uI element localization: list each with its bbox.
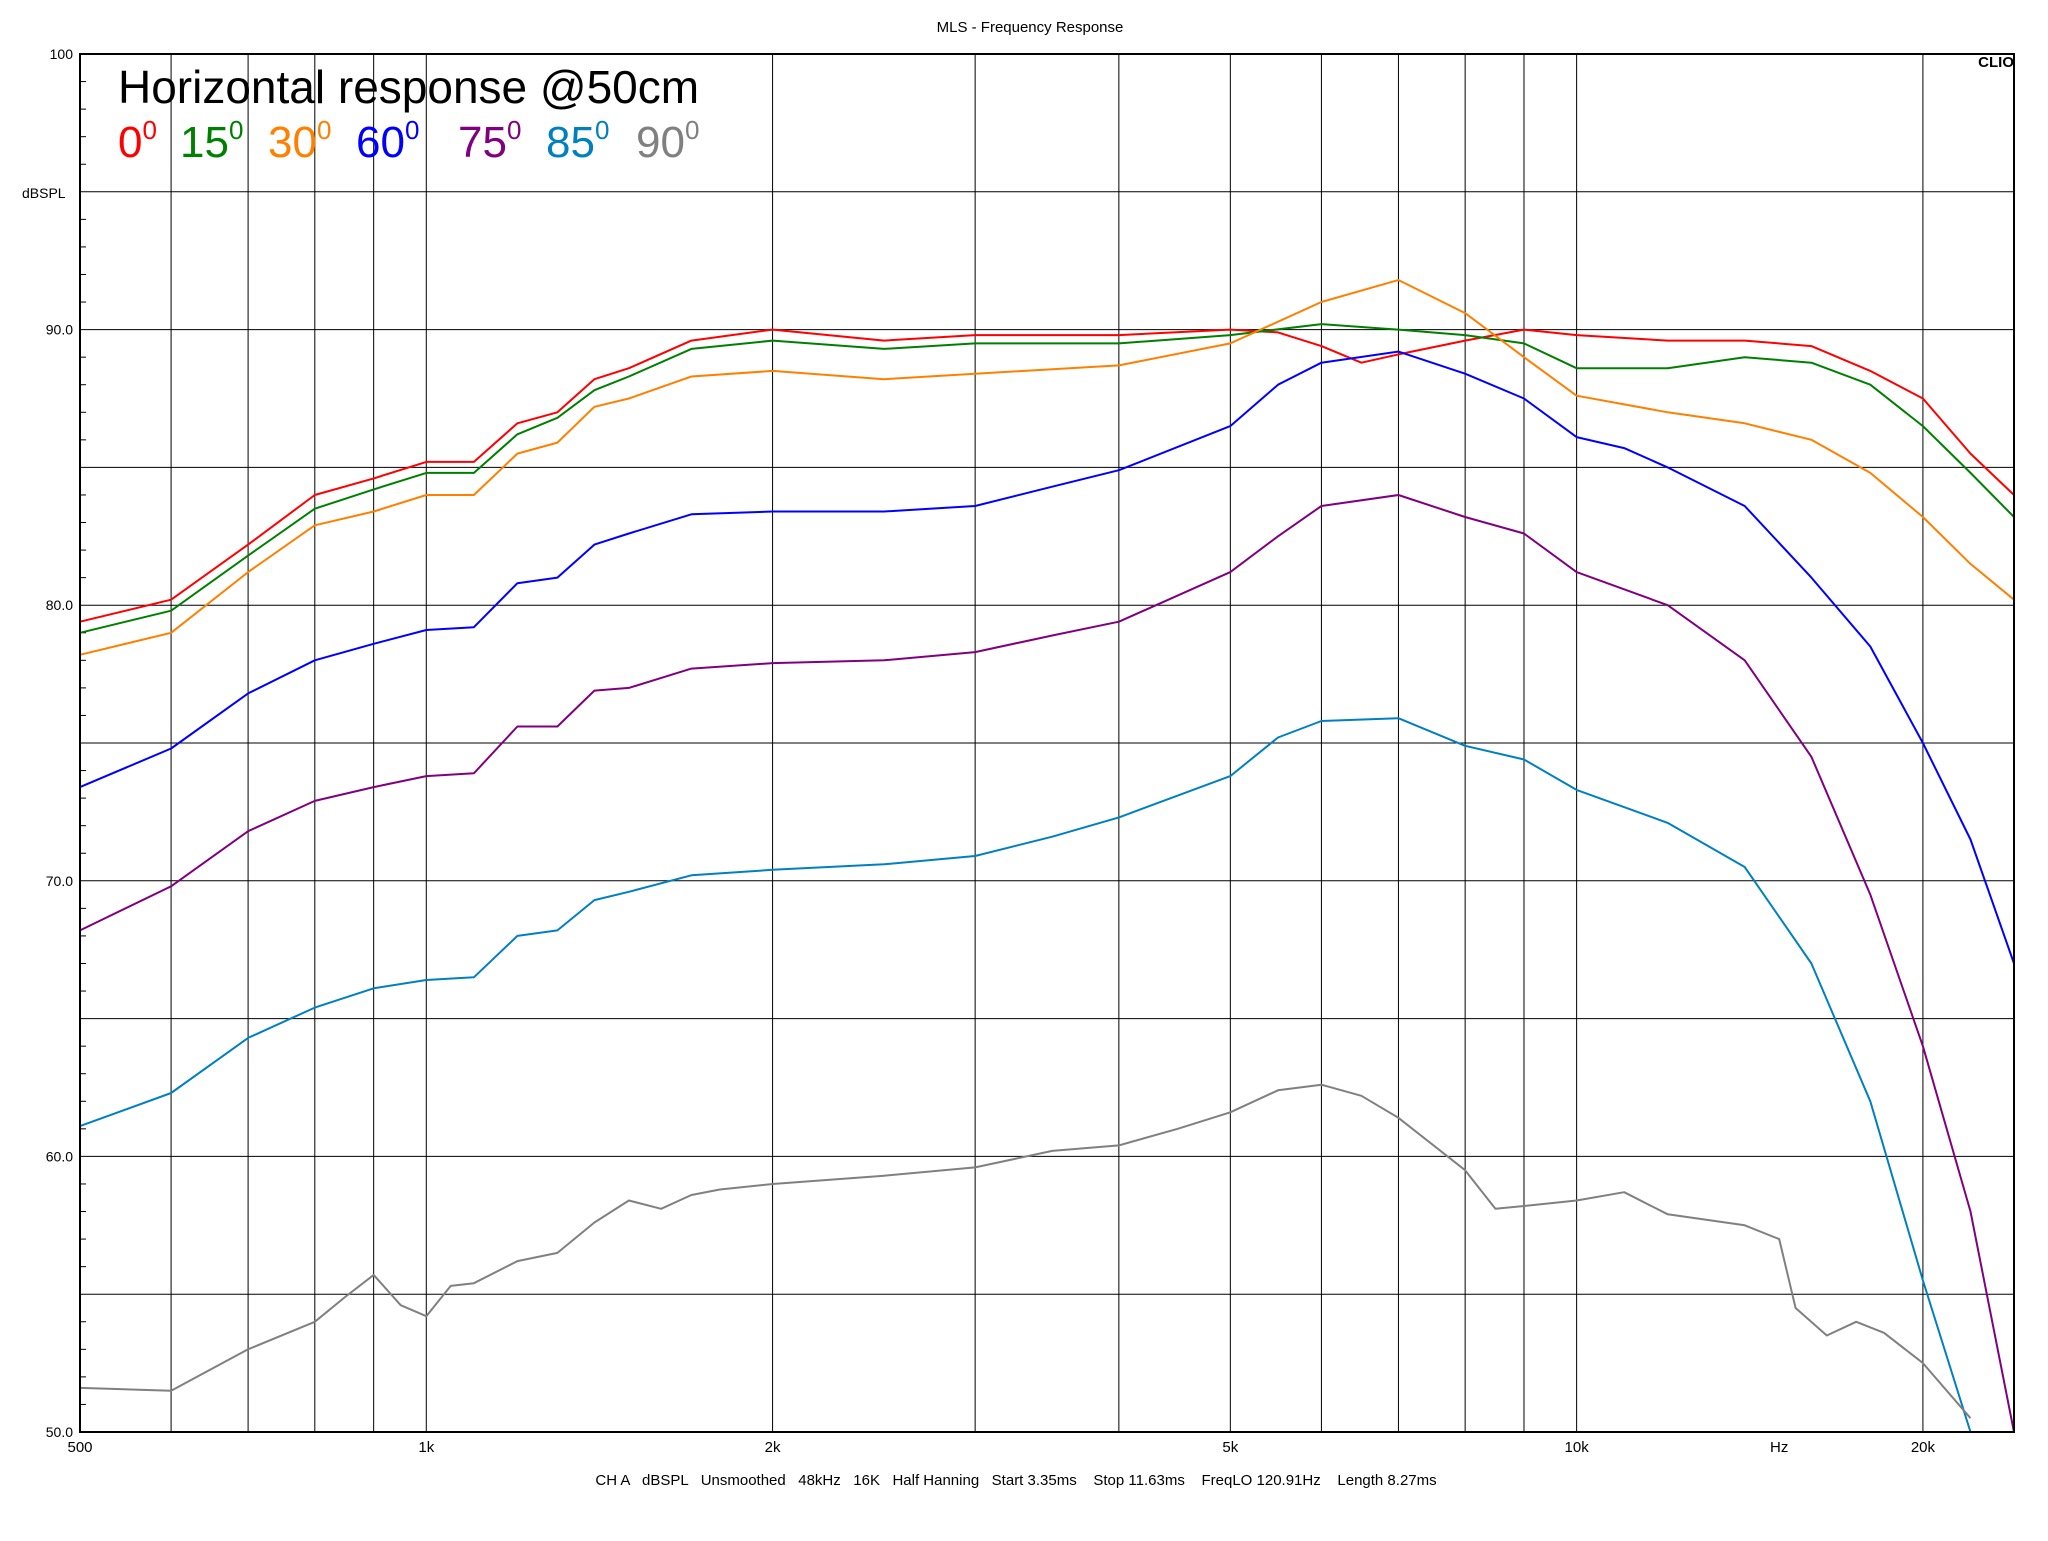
x-tick-label: 5k bbox=[1222, 1439, 1238, 1456]
y-tick-label: 100 bbox=[50, 46, 74, 62]
legend-entry-0: 00 bbox=[118, 115, 157, 167]
legend-entry-30: 300 bbox=[268, 115, 331, 167]
legend-entry-15: 150 bbox=[180, 115, 243, 167]
clio-logo: CLIO bbox=[1978, 54, 2014, 71]
chart-title: MLS - Frequency Response bbox=[937, 19, 1124, 36]
degree-mark: 0 bbox=[405, 115, 419, 145]
y-tick-label: 70.0 bbox=[46, 873, 73, 889]
y-tick-label: 80.0 bbox=[46, 597, 73, 613]
legend-entry-85: 850 bbox=[546, 115, 609, 167]
measurement-info-footer: CH A dBSPL Unsmoothed 48kHz 16K Half Han… bbox=[595, 1472, 1436, 1489]
y-tick-label: 50.0 bbox=[46, 1424, 73, 1440]
series-line-0 bbox=[79, 328, 2015, 623]
y-tick-label: 60.0 bbox=[46, 1148, 73, 1164]
series-line-30 bbox=[79, 279, 2015, 656]
degree-mark: 0 bbox=[507, 115, 521, 145]
series-lines bbox=[79, 279, 2015, 1433]
y-axis-label: dBSPL bbox=[22, 185, 66, 201]
x-tick-label: 2k bbox=[765, 1439, 781, 1456]
legend-entry-90: 900 bbox=[636, 115, 699, 167]
grid bbox=[80, 54, 2014, 1432]
degree-mark: 0 bbox=[317, 115, 331, 145]
series-line-60 bbox=[79, 350, 2015, 964]
x-tick-label: Hz bbox=[1770, 1439, 1788, 1456]
x-tick-label: 500 bbox=[67, 1439, 92, 1456]
degree-mark: 0 bbox=[595, 115, 609, 145]
x-tick-label: 10k bbox=[1565, 1439, 1590, 1456]
series-line-90 bbox=[79, 1083, 1972, 1419]
legend-entry-60: 600 bbox=[356, 115, 419, 167]
legend-entry-75: 750 bbox=[458, 115, 521, 167]
x-tick-label: 1k bbox=[418, 1439, 434, 1456]
degree-mark: 0 bbox=[229, 115, 243, 145]
degree-mark: 0 bbox=[142, 115, 156, 145]
degree-mark: 0 bbox=[685, 115, 699, 145]
y-tick-label: 90.0 bbox=[46, 322, 73, 338]
series-line-85 bbox=[79, 717, 1972, 1433]
series-line-15 bbox=[79, 323, 2015, 634]
annotation-title: Horizontal response @50cm bbox=[118, 61, 699, 113]
plot-frame bbox=[79, 53, 2015, 1433]
legend: 00 150 300 600 750 850 900 bbox=[118, 115, 699, 167]
series-line-75 bbox=[79, 494, 2015, 1433]
x-tick-label: 20k bbox=[1911, 1439, 1936, 1456]
